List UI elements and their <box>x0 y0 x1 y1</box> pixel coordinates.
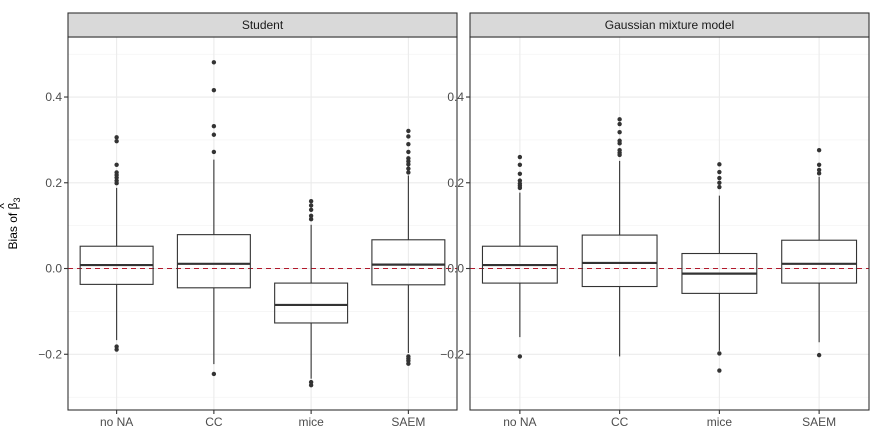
outlier-point <box>816 167 822 173</box>
y-tick-label: 0.2 <box>45 176 62 190</box>
x-tick-label: CC <box>611 415 629 429</box>
outlier-point <box>617 147 622 153</box>
outlier-point <box>406 141 411 147</box>
outlier-point <box>406 128 411 134</box>
outlier-point <box>406 156 411 161</box>
y-axis-title: Bias of β3^ <box>0 198 22 250</box>
box-no-na <box>481 154 558 359</box>
x-axis: no NA CC mice SAEM <box>503 410 836 429</box>
box-saem <box>781 147 858 358</box>
outlier-point <box>211 132 217 137</box>
y-tick-label: 0.0 <box>447 262 464 276</box>
y-axis-title-text: Bias of β3 <box>6 198 22 250</box>
panel-background <box>470 37 869 410</box>
outlier-point <box>717 180 722 185</box>
outlier-point <box>211 60 217 65</box>
x-tick-label: CC <box>205 415 223 429</box>
outlier-point <box>816 171 822 176</box>
y-tick-label: 0.4 <box>447 90 464 104</box>
box-mice <box>681 162 758 373</box>
outlier-point <box>617 117 622 122</box>
x-tick-label: no NA <box>100 415 133 429</box>
outlier-point <box>211 149 217 155</box>
outlier-point <box>308 382 314 388</box>
box-iqr <box>581 234 658 288</box>
outlier-point <box>308 203 314 208</box>
panel-1: Gaussian mixture model −0.2 0.0 0.2 0.4 no NA… <box>440 12 870 429</box>
outlier-point <box>517 178 523 183</box>
y-axis-title-prefix: Bias of <box>6 209 20 249</box>
y-axis-title-subscript: 3 <box>12 198 22 203</box>
x-tick-label: SAEM <box>802 415 836 429</box>
y-axis: −0.2 0.0 0.2 0.4 <box>38 90 68 361</box>
outlier-point <box>211 371 217 377</box>
y-tick-label: 0.2 <box>447 176 464 190</box>
facet-panels: Student−0.20.00.20.4no NA CC mice SAEMGauss… <box>38 12 870 429</box>
outlier-point <box>406 166 411 171</box>
outlier-point <box>406 170 411 175</box>
outlier-point <box>717 162 722 167</box>
outlier-point <box>308 199 314 204</box>
outlier-point <box>114 162 119 167</box>
x-axis: no NA CC mice SAEM <box>100 410 425 429</box>
outlier-point <box>517 354 523 359</box>
box-saem <box>371 128 446 366</box>
strip-background <box>67 12 458 38</box>
y-axis-title-rotated: Bias of β3^ <box>0 198 22 250</box>
outlier-point <box>816 352 822 358</box>
outlier-point <box>114 170 119 175</box>
box-cc <box>176 60 251 377</box>
outlier-point <box>816 162 822 167</box>
outlier-point <box>717 169 722 175</box>
outlier-point <box>114 138 119 144</box>
strip-label: Gaussian mixture model <box>605 18 734 32</box>
strip-label: Student <box>242 18 284 32</box>
outlier-point <box>308 207 314 212</box>
outlier-point <box>211 87 217 93</box>
outlier-point <box>406 134 411 139</box>
y-tick-label: 0.4 <box>45 90 62 104</box>
outlier-point <box>406 361 411 366</box>
y-axis-title-symbol: β <box>6 202 20 209</box>
panel-background <box>68 37 457 410</box>
box-iqr <box>371 239 446 286</box>
outlier-point <box>517 171 523 176</box>
outlier-point <box>617 138 622 143</box>
x-tick-label: SAEM <box>391 415 425 429</box>
box-mice <box>274 199 349 388</box>
strip-background <box>469 12 870 38</box>
outlier-point <box>717 368 722 373</box>
box-iqr <box>781 239 858 284</box>
outlier-point <box>517 162 523 167</box>
y-tick-label: −0.2 <box>38 347 62 361</box>
outlier-point <box>114 347 119 352</box>
outlier-point <box>816 147 822 153</box>
x-tick-label: mice <box>298 415 324 429</box>
outlier-point <box>406 149 411 155</box>
x-tick-label: mice <box>707 415 733 429</box>
outlier-point <box>308 213 314 218</box>
box-iqr <box>274 282 349 324</box>
y-axis: −0.2 0.0 0.2 0.4 <box>440 90 470 361</box>
box-cc <box>581 117 658 357</box>
outlier-point <box>617 129 622 135</box>
y-tick-label: 0.0 <box>45 262 62 276</box>
outlier-point <box>517 154 523 160</box>
panel-0: Student −0.2 0.0 0.2 0.4 no NA CC mice SAEM <box>38 12 458 429</box>
outlier-point <box>114 135 119 140</box>
outlier-point <box>717 175 722 181</box>
box-iqr <box>176 234 251 289</box>
outlier-point <box>211 123 217 129</box>
x-tick-label: no NA <box>503 415 536 429</box>
box-no-na <box>79 135 154 352</box>
outlier-point <box>717 351 722 356</box>
outlier-point <box>617 121 622 127</box>
y-axis-title-hat: ^ <box>0 203 11 209</box>
outlier-point <box>717 184 722 190</box>
outlier-point <box>308 217 314 222</box>
y-tick-label: −0.2 <box>440 347 464 361</box>
